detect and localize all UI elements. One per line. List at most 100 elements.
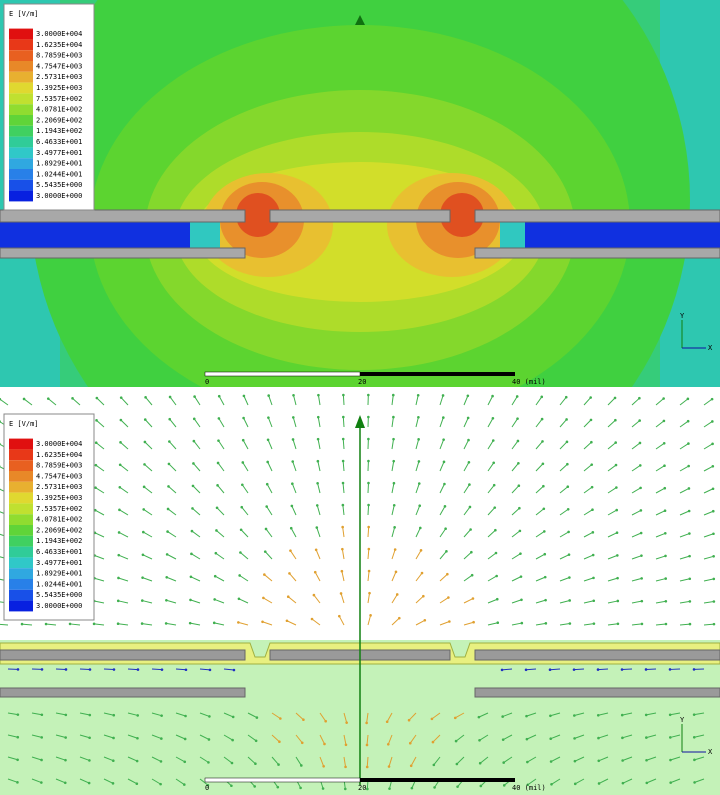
arrow-head <box>616 554 619 557</box>
arrow-head <box>467 438 470 442</box>
arrow-head <box>367 415 370 419</box>
arrow-head <box>119 418 123 422</box>
field-arrow <box>631 509 642 516</box>
arrow-head <box>448 620 451 623</box>
arrow-head <box>254 739 258 743</box>
trace <box>0 649 246 661</box>
field-arrow <box>679 533 690 538</box>
field-arrow <box>439 395 444 406</box>
field-arrow <box>573 668 585 671</box>
arrow-head <box>367 569 371 573</box>
field-arrow <box>103 778 114 784</box>
arrow-head <box>231 715 235 719</box>
arrow-head <box>467 460 471 464</box>
arrow-head <box>94 441 98 445</box>
field-arrow <box>192 508 201 516</box>
field-arrow <box>169 418 177 428</box>
arrow-head <box>565 440 569 444</box>
field-arrow <box>487 418 494 428</box>
field-arrow <box>487 529 496 538</box>
legend-swatch <box>9 579 33 590</box>
field-arrow <box>487 440 494 450</box>
field-arrow <box>391 594 398 604</box>
field-arrow <box>21 623 33 626</box>
arrow-head <box>664 577 668 580</box>
arrow-head <box>0 420 1 423</box>
field-arrow <box>439 573 448 582</box>
field-arrow <box>415 439 420 450</box>
field-arrow <box>367 615 372 626</box>
field-arrow <box>166 599 177 604</box>
arrow-head <box>638 441 642 445</box>
arrow-head <box>341 437 345 441</box>
field-arrow <box>487 395 494 406</box>
field-arrow <box>96 397 105 406</box>
arrow-head <box>277 763 280 766</box>
arrow-head <box>692 735 696 739</box>
field-arrow <box>142 554 153 560</box>
legend-label: 1.1943E+002 <box>36 537 82 545</box>
field-arrow <box>703 533 714 538</box>
legend-swatch <box>9 104 33 115</box>
field-arrow <box>670 778 681 784</box>
arrow-head <box>207 738 211 741</box>
arrow-head <box>118 485 122 489</box>
field-arrow <box>415 483 420 494</box>
arrow-head <box>502 761 505 764</box>
field-arrow <box>7 756 18 761</box>
arrow-head <box>192 417 196 421</box>
field-arrow <box>631 487 641 494</box>
legend-label: 3.0000E+000 <box>36 602 82 610</box>
field-arrow <box>118 532 129 538</box>
arrow-head <box>567 530 570 534</box>
arrow-head <box>455 762 459 766</box>
arrow-head <box>239 551 242 554</box>
field-arrow <box>501 668 513 671</box>
field-arrow <box>31 778 42 784</box>
arrow-head <box>662 441 666 445</box>
legend-swatch <box>9 492 33 504</box>
arrow-head <box>316 481 319 485</box>
arrow-head <box>542 484 545 488</box>
arrow-head <box>291 460 295 463</box>
arrow-head <box>94 463 98 467</box>
legend-swatch <box>9 449 33 461</box>
arrow-head <box>40 713 44 717</box>
field-arrow <box>703 421 713 428</box>
arrow-head <box>167 485 170 488</box>
field-arrow <box>103 668 115 671</box>
arrow-head <box>143 440 147 444</box>
field-arrow <box>607 554 618 560</box>
field-arrow <box>120 419 129 428</box>
arrow-head <box>639 509 643 512</box>
arrow-head <box>470 573 474 577</box>
field-arrow <box>192 485 201 494</box>
field-arrow <box>144 441 153 450</box>
field-arrow <box>193 418 201 428</box>
arrow-head <box>568 576 571 579</box>
magnitude-plot <box>0 0 720 387</box>
arrow-head <box>525 737 529 741</box>
arrow-head <box>454 739 458 743</box>
arrow-head <box>253 785 257 788</box>
arrow-head <box>711 509 715 513</box>
arrow-head <box>265 482 269 486</box>
field-arrow <box>655 600 666 604</box>
field-arrow <box>511 507 520 516</box>
field-arrow <box>289 573 297 582</box>
arrow-head <box>615 508 619 512</box>
field-arrow <box>214 575 225 582</box>
field-arrow <box>502 734 513 741</box>
arrow-head <box>663 509 667 513</box>
field-arrow <box>242 462 249 472</box>
arrow-head <box>549 760 553 763</box>
field-arrow <box>455 734 465 742</box>
arrow-head <box>519 575 523 578</box>
arrow-head <box>692 668 696 671</box>
field-arrow <box>142 600 153 604</box>
arrow-head <box>592 576 595 580</box>
arrow-head <box>597 736 600 740</box>
arrow-head <box>387 765 391 768</box>
arrow-head <box>343 787 347 791</box>
arrow-head <box>316 415 320 419</box>
